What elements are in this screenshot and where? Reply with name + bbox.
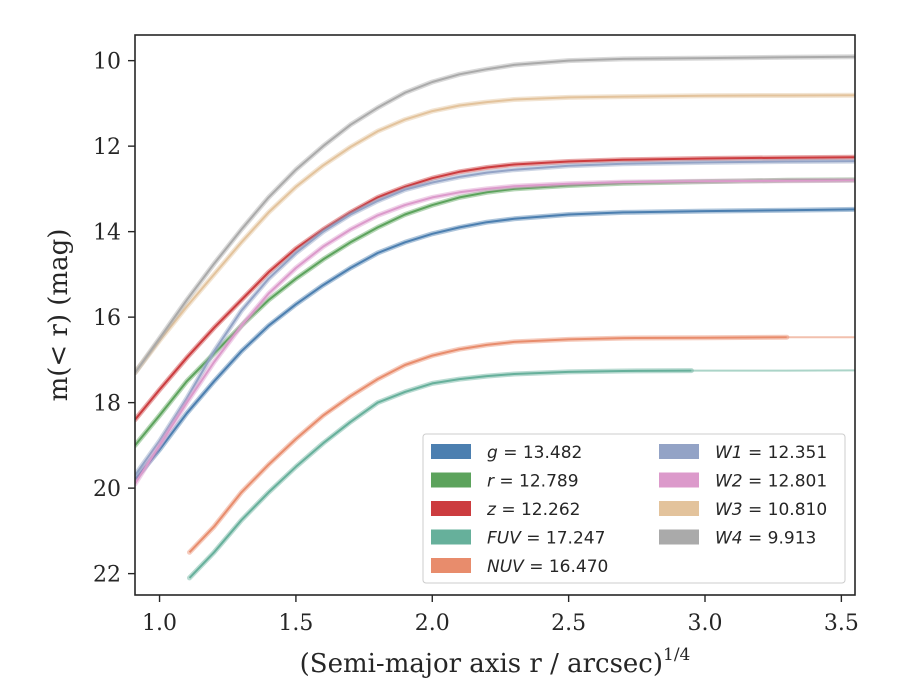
- series-nuv: [187, 334, 855, 555]
- series-fuv: [187, 368, 855, 581]
- series-z: [135, 154, 855, 423]
- series-w4-line: [135, 55, 855, 374]
- legend-swatch: [659, 501, 699, 516]
- legend-label: NUV = 16.470: [487, 557, 608, 577]
- legend-band-name: z: [486, 500, 497, 520]
- legend-band-value: = 12.351: [743, 443, 828, 463]
- legend-label: z = 12.262: [486, 500, 580, 520]
- legend-swatch: [431, 529, 471, 545]
- legend-item-g: g = 13.482: [431, 443, 582, 463]
- legend-label: W1 = 12.351: [715, 443, 827, 463]
- legend-band-value: = 17.247: [521, 529, 606, 549]
- legend-band-value: = 12.789: [494, 472, 579, 492]
- y-tick-label: 22: [93, 563, 121, 588]
- legend-label: W2 = 12.801: [715, 472, 827, 492]
- series-w4: [135, 54, 855, 376]
- legend-band-name: NUV: [487, 557, 525, 577]
- legend-band-value: = 10.810: [743, 500, 828, 520]
- legend-band-name: r: [487, 472, 495, 492]
- legend-band-value: = 16.470: [524, 557, 609, 577]
- legend-frame: [422, 433, 846, 584]
- series-w3-band: [135, 92, 855, 376]
- legend-swatch: [431, 444, 471, 459]
- plot-frame: [134, 34, 856, 596]
- legend-item-w2: W2 = 12.801: [659, 472, 827, 492]
- legend-item-z: z = 12.262: [431, 500, 580, 520]
- legend-item-r: r = 12.789: [431, 472, 579, 492]
- series-r: [135, 177, 855, 448]
- legend-band-name: W1: [715, 443, 743, 463]
- legend-band-name: W4: [715, 529, 743, 549]
- y-axis-title: m(< r) (mag): [44, 229, 74, 402]
- legend-band-value: = 9.913: [743, 529, 817, 549]
- series-layer: [135, 54, 855, 581]
- x-axis-title: (Semi-major axis r / arcsec)1/4: [300, 645, 691, 679]
- x-axis-title-power: 1/4: [663, 645, 690, 665]
- series-g: [135, 206, 855, 483]
- x-tick-label: 1.0: [142, 611, 177, 636]
- legend-item-w3: W3 = 10.810: [659, 500, 827, 520]
- y-tick-label: 16: [93, 306, 121, 331]
- y-tick-label: 14: [93, 221, 121, 246]
- series-nuv-line: [188, 336, 787, 553]
- legend-swatch: [431, 472, 471, 488]
- x-tick-label: 1.5: [278, 611, 313, 636]
- series-w1: [135, 158, 855, 478]
- series-fuv-line: [188, 369, 692, 579]
- series-w2: [135, 177, 855, 487]
- series-w3-line: [135, 94, 855, 374]
- series-z-line: [135, 156, 855, 421]
- legend-band-value: = 13.482: [498, 443, 583, 463]
- legend-item-w1: W1 = 12.351: [659, 443, 827, 463]
- legend-swatch: [659, 472, 699, 488]
- series-w2-line: [135, 179, 855, 485]
- series-g-line: [135, 208, 855, 481]
- legend-label: W4 = 9.913: [715, 529, 816, 549]
- legend-band-name: g: [487, 443, 498, 463]
- legend-label: r = 12.789: [487, 472, 579, 492]
- x-tick-label: 2.0: [415, 611, 450, 636]
- x-tick-label: 3.5: [824, 611, 859, 636]
- legend-item-nuv: NUV = 16.470: [431, 557, 608, 577]
- legend-label: g = 13.482: [487, 443, 582, 463]
- y-tick-label: 20: [93, 477, 121, 502]
- legend-band-name: W2: [715, 472, 743, 492]
- x-tick-label: 3.0: [688, 611, 723, 636]
- series-w1-line: [135, 160, 855, 476]
- y-tick-label: 10: [93, 50, 121, 75]
- legend-item-fuv: FUV = 17.247: [431, 529, 605, 549]
- legend-band-value: = 12.801: [743, 472, 828, 492]
- legend-item-w4: W4 = 9.913: [659, 529, 816, 549]
- legend-swatch: [431, 558, 471, 573]
- legend-label: W3 = 10.810: [715, 500, 827, 520]
- legend-swatch: [659, 529, 699, 545]
- x-axis: 1.0 1.5 2.0 2.5 3.0 3.5: [142, 595, 859, 636]
- legend-label: FUV = 17.247: [487, 529, 605, 549]
- y-axis: 10 12 14 16 18 20 22: [93, 50, 135, 588]
- series-w3: [135, 92, 855, 376]
- series-z-band: [135, 154, 855, 423]
- legend-swatch: [659, 444, 699, 459]
- y-tick-label: 12: [93, 135, 121, 160]
- legend-band-name: FUV: [487, 529, 522, 549]
- y-tick-label: 18: [93, 392, 121, 417]
- legend-band-value: = 12.262: [496, 500, 581, 520]
- legend-swatch: [431, 501, 471, 516]
- x-tick-label: 2.5: [551, 611, 586, 636]
- legend-band-name: W3: [715, 500, 743, 520]
- series-r-line: [135, 178, 855, 447]
